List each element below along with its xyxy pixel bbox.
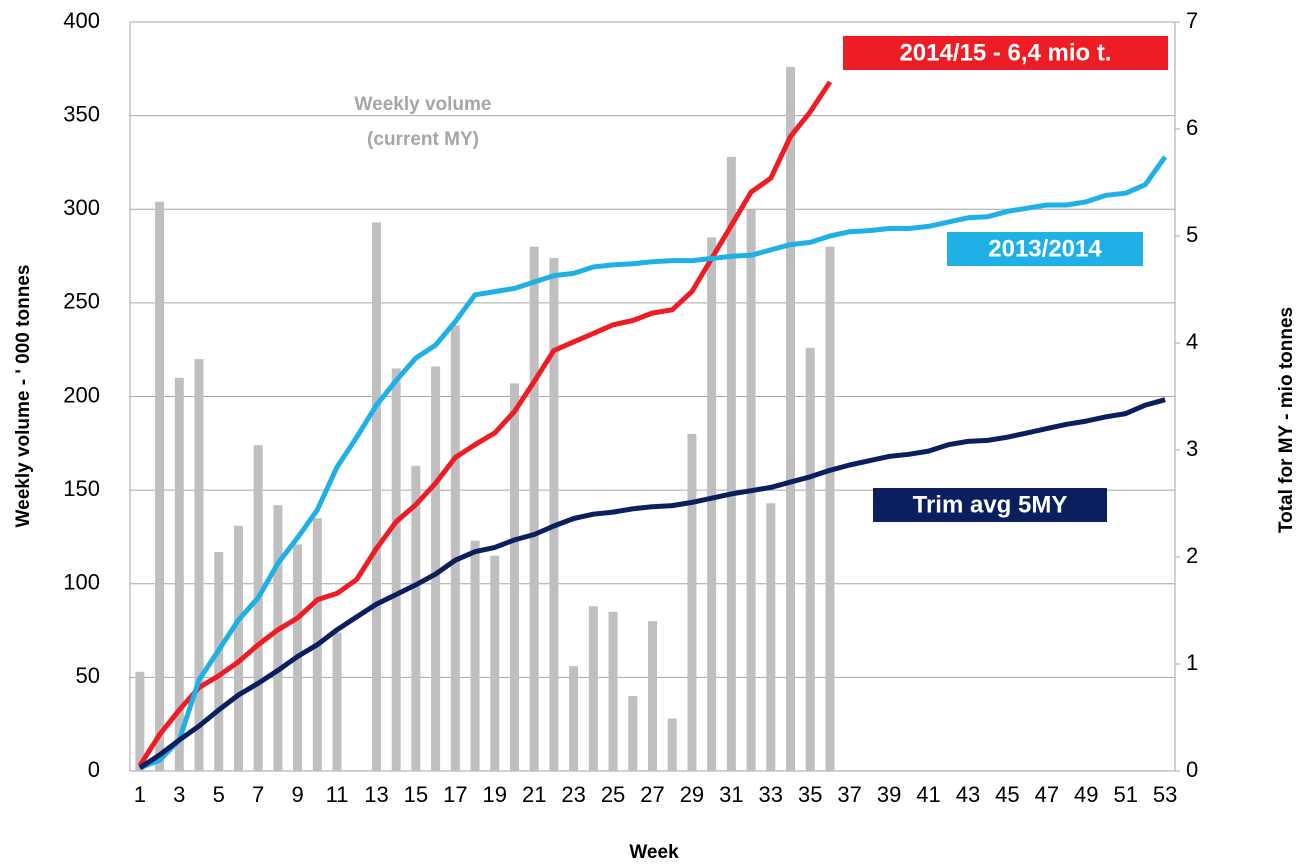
y-tick-label: 400 <box>63 8 100 33</box>
x-tick-label: 51 <box>1113 782 1137 807</box>
x-tick-label: 9 <box>291 782 303 807</box>
bar <box>155 201 165 771</box>
x-tick-label: 17 <box>443 782 467 807</box>
y2-tick-label: 4 <box>1186 329 1198 354</box>
y2-tick-label: 3 <box>1186 436 1198 461</box>
bar <box>687 433 697 771</box>
bar <box>529 246 539 771</box>
bar <box>273 505 283 771</box>
x-tick-label: 33 <box>759 782 783 807</box>
y2-tick-label: 1 <box>1186 650 1198 675</box>
x-tick-label: 5 <box>213 782 225 807</box>
bar <box>450 325 460 771</box>
y-tick-label: 200 <box>63 382 100 407</box>
x-tick-label: 31 <box>719 782 743 807</box>
x-tick-label: 13 <box>364 782 388 807</box>
bar <box>588 606 598 771</box>
y-tick-label: 100 <box>63 570 100 595</box>
bar <box>648 621 657 771</box>
line <box>137 80 833 767</box>
annotation: (current MY) <box>367 129 479 150</box>
y-tick-label: 0 <box>88 757 100 782</box>
y2-axis-title: Total for MY - mio tonnes <box>1276 307 1297 533</box>
legend-box <box>843 36 1168 70</box>
bar <box>549 257 559 771</box>
x-tick-label: 49 <box>1074 782 1098 807</box>
legend-box <box>947 232 1143 266</box>
x-tick-label: 1 <box>134 782 146 807</box>
line <box>139 155 1168 771</box>
bar <box>431 366 441 771</box>
x-tick-label: 41 <box>916 782 940 807</box>
bar <box>332 632 342 771</box>
bar <box>214 551 224 771</box>
bar <box>233 525 243 771</box>
y-tick-label: 250 <box>63 289 100 314</box>
x-tick-label: 25 <box>601 782 625 807</box>
x-tick-label: 43 <box>956 782 980 807</box>
x-tick-label: 37 <box>837 782 861 807</box>
y2-tick-label: 2 <box>1186 543 1198 568</box>
x-tick-label: 11 <box>326 782 349 807</box>
x-tick-label: 53 <box>1153 782 1177 807</box>
x-tick-label: 27 <box>640 782 664 807</box>
x-tick-label: 29 <box>680 782 704 807</box>
x-tick-label: 21 <box>522 782 546 807</box>
legend-label: Trim avg 5MY <box>913 491 1068 518</box>
bar <box>253 445 263 771</box>
x-tick-label: 45 <box>995 782 1019 807</box>
y-tick-label: 300 <box>63 195 100 220</box>
bar <box>628 696 638 771</box>
y2-tick-label: 0 <box>1186 757 1198 782</box>
x-tick-label: 7 <box>252 782 264 807</box>
bar <box>805 347 815 771</box>
y-tick-label: 50 <box>76 663 100 688</box>
y2-tick-label: 6 <box>1186 115 1198 140</box>
bar <box>766 503 776 771</box>
x-tick-label: 47 <box>1035 782 1059 807</box>
bar <box>135 671 145 771</box>
legend-label: 2013/2014 <box>988 235 1102 262</box>
bar <box>490 555 500 771</box>
y-tick-label: 150 <box>63 476 100 501</box>
x-tick-label: 23 <box>561 782 585 807</box>
x-tick-label: 3 <box>173 782 185 807</box>
bar <box>194 359 204 771</box>
bar <box>726 156 736 771</box>
bar <box>470 540 480 771</box>
y2-tick-label: 5 <box>1186 222 1198 247</box>
bar <box>509 383 519 771</box>
x-tick-label: 15 <box>404 782 428 807</box>
bar <box>174 377 184 771</box>
x-tick-label: 39 <box>877 782 901 807</box>
y2-tick-label: 7 <box>1186 8 1198 33</box>
annotation: Weekly volume <box>355 94 492 115</box>
x-tick-label: 35 <box>798 782 822 807</box>
legend-box <box>873 488 1107 522</box>
bar <box>391 368 401 771</box>
legend-label: 2014/15 - 6,4 mio t. <box>899 39 1111 66</box>
x-tick-label: 19 <box>483 782 507 807</box>
bar <box>608 611 618 771</box>
y-axis-title: Weekly volume - ' 000 tonnes <box>13 265 34 528</box>
line <box>138 397 1166 770</box>
bar <box>786 66 796 771</box>
bar <box>667 718 677 771</box>
bar <box>707 237 717 771</box>
bar <box>411 465 421 771</box>
bar <box>371 222 381 772</box>
bar <box>569 666 579 771</box>
x-axis-title: Week <box>629 842 679 863</box>
bar <box>825 246 835 771</box>
y-tick-label: 350 <box>63 101 100 126</box>
